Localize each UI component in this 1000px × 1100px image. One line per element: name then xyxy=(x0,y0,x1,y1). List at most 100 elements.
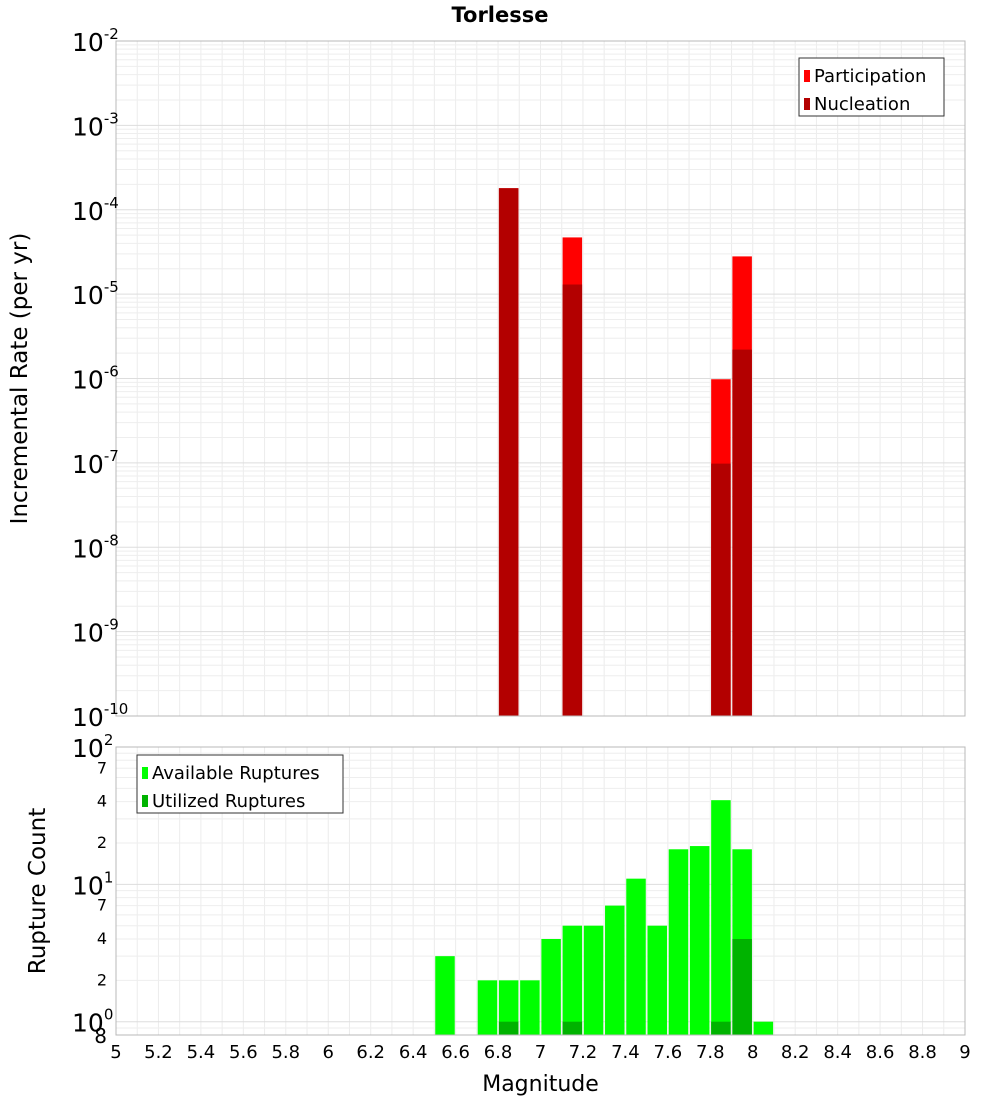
x-tick-label: 8.8 xyxy=(908,1042,937,1063)
y-tick-label: 4 xyxy=(97,792,107,811)
y-tick-exponent: -3 xyxy=(104,109,119,127)
bottom-legend: Available Ruptures Utilized Ruptures xyxy=(136,754,344,814)
y-tick-label: 7 xyxy=(97,758,107,777)
y-tick-label: 2 xyxy=(97,833,107,852)
available-ruptures-bar xyxy=(541,939,561,1035)
x-tick-label: 7.6 xyxy=(654,1042,683,1063)
nucleation-bar xyxy=(732,349,752,716)
x-tick-label: 8.6 xyxy=(866,1042,895,1063)
x-tick-label: 5.2 xyxy=(144,1042,173,1063)
available-ruptures-bar xyxy=(689,846,710,1035)
legend-label: Participation xyxy=(814,66,926,87)
utilized-ruptures-bar xyxy=(562,1021,583,1035)
x-tick-label: 5.4 xyxy=(187,1042,216,1063)
y-tick-base: 10 xyxy=(72,1009,104,1038)
y-tick-label: 7 xyxy=(97,896,107,915)
y-tick-exponent: -7 xyxy=(104,447,119,465)
x-tick-label: 6.4 xyxy=(399,1042,428,1063)
chart-title: Torlesse xyxy=(451,3,548,27)
legend-label: Utilized Ruptures xyxy=(152,791,305,812)
available-ruptures-bar xyxy=(753,1021,774,1035)
y-tick-base: 10 xyxy=(72,197,104,226)
x-tick-label: 5.8 xyxy=(271,1042,300,1063)
y-tick-label: 102 xyxy=(72,731,113,763)
x-tick-label: 6.2 xyxy=(356,1042,385,1063)
utilized-ruptures-bar xyxy=(732,939,752,1035)
y-tick-exponent: -2 xyxy=(104,25,119,43)
y-tick-base: 10 xyxy=(72,734,104,763)
legend-swatch xyxy=(142,795,148,807)
y-tick-label: 10-10 xyxy=(72,700,128,732)
y-tick-label: 10-7 xyxy=(72,447,119,479)
top-y-axis-label: Incremental Rate (per yr) xyxy=(7,233,33,525)
y-tick-base: 10 xyxy=(72,534,104,563)
x-tick-label: 7.4 xyxy=(611,1042,640,1063)
available-ruptures-bar xyxy=(435,956,455,1035)
legend-swatch xyxy=(142,767,148,779)
available-ruptures-bar xyxy=(477,980,498,1035)
nucleation-bar xyxy=(498,188,519,717)
x-tick-label: 6 xyxy=(323,1042,334,1063)
y-tick-label: 10-3 xyxy=(72,109,119,141)
x-tick-label: 6.8 xyxy=(484,1042,513,1063)
nucleation-bar xyxy=(562,284,583,716)
y-tick-label: 10-4 xyxy=(72,194,119,226)
y-tick-base: 10 xyxy=(72,450,104,479)
y-tick-exponent: -8 xyxy=(104,531,119,549)
y-tick-label: 8 xyxy=(94,1024,107,1048)
x-tick-label: 9 xyxy=(959,1042,970,1063)
y-tick-exponent: -9 xyxy=(104,616,119,634)
available-ruptures-bar xyxy=(583,925,604,1035)
nucleation-bar xyxy=(711,463,731,716)
available-ruptures-bar xyxy=(562,925,583,1035)
available-ruptures-bar xyxy=(626,878,646,1035)
x-tick-label: 8.4 xyxy=(823,1042,852,1063)
y-tick-exponent: 0 xyxy=(104,1006,114,1024)
bottom-plot-frame xyxy=(115,746,966,1036)
legend-label: Nucleation xyxy=(814,94,910,115)
x-tick-label: 6.6 xyxy=(441,1042,470,1063)
y-tick-base: 10 xyxy=(72,366,104,395)
y-tick-base: 10 xyxy=(72,703,104,732)
available-ruptures-bar xyxy=(605,905,625,1035)
y-tick-base: 10 xyxy=(72,112,104,141)
x-tick-label: 7.8 xyxy=(696,1042,725,1063)
y-tick-base: 10 xyxy=(72,28,104,57)
legend-swatch xyxy=(804,70,810,82)
top-plot-frame xyxy=(115,40,966,717)
y-tick-label: 10-2 xyxy=(72,25,119,57)
x-tick-label: 5.6 xyxy=(229,1042,258,1063)
top-plot-grid xyxy=(115,40,966,717)
y-tick-label: 101 xyxy=(72,868,113,900)
available-ruptures-bar xyxy=(711,800,731,1035)
utilized-ruptures-bar xyxy=(498,1021,519,1035)
x-axis-label: Magnitude xyxy=(482,1072,599,1097)
y-tick-label: 4 xyxy=(97,929,107,948)
legend-box xyxy=(798,57,945,117)
x-tick-label: 8 xyxy=(747,1042,758,1063)
y-tick-base: 10 xyxy=(72,281,104,310)
y-tick-exponent: -5 xyxy=(104,278,119,296)
utilized-ruptures-bar xyxy=(711,1021,731,1035)
x-tick-label: 8.2 xyxy=(781,1042,810,1063)
x-axis-ticks: 5 5.2 5.4 5.6 5.8 6 6.2 6.4 6.6 6.8 7 7.2 7.4 7.6 7.8 8… xyxy=(110,1042,970,1063)
nucleation-series xyxy=(498,188,752,717)
y-tick-base: 10 xyxy=(72,619,104,648)
y-tick-label: 10-8 xyxy=(72,531,119,563)
y-tick-exponent: 1 xyxy=(104,868,114,886)
available-ruptures-bar xyxy=(520,980,540,1035)
y-tick-label: 10-6 xyxy=(72,363,119,395)
x-tick-label: 5 xyxy=(110,1042,121,1063)
legend-box xyxy=(136,754,344,814)
bottom-y-axis-label: Rupture Count xyxy=(25,808,51,974)
y-tick-base: 10 xyxy=(72,871,104,900)
top-legend: Participation Nucleation xyxy=(798,57,945,117)
available-ruptures-bar xyxy=(647,925,667,1035)
y-tick-label: 10-5 xyxy=(72,278,119,310)
y-tick-exponent: -10 xyxy=(104,700,129,718)
available-ruptures-bar xyxy=(498,980,519,1035)
legend-label: Available Ruptures xyxy=(152,763,320,784)
